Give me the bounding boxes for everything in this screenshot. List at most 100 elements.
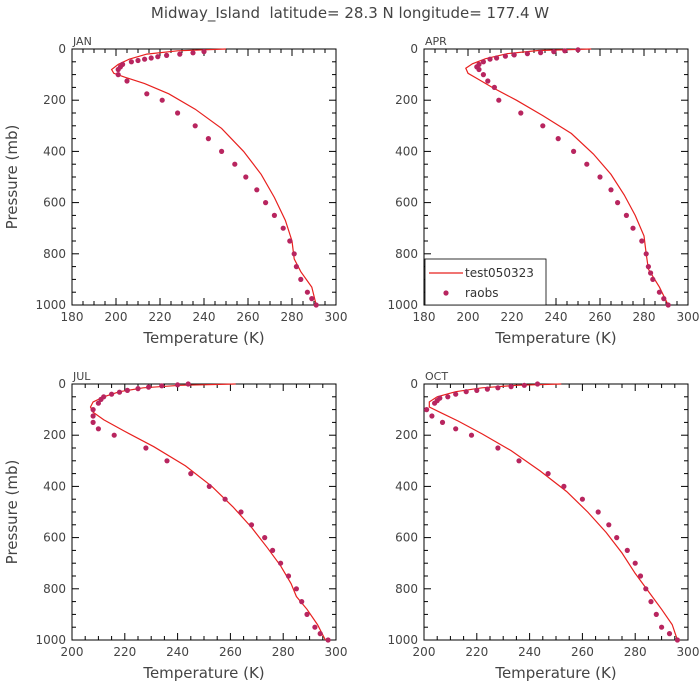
raobs-point — [232, 161, 238, 167]
legend-line-label: test050323 — [465, 266, 534, 280]
raobs-point — [144, 91, 150, 97]
x-tick-label: 240 — [166, 645, 189, 659]
y-axis-label: Pressure (mb) — [3, 460, 21, 565]
raobs-point — [518, 110, 524, 116]
raobs-point — [111, 432, 117, 438]
raobs-point — [648, 599, 654, 605]
raobs-point — [555, 136, 561, 142]
raobs-point — [480, 72, 486, 78]
model-profile-line — [89, 383, 326, 641]
raobs-point — [496, 97, 502, 103]
raobs-point — [653, 611, 659, 618]
model-profile-line — [465, 48, 669, 306]
x-tick-label: 280 — [272, 645, 295, 659]
x-tick-label: 240 — [518, 645, 541, 659]
raobs-point — [238, 509, 244, 515]
raobs-point — [463, 389, 469, 395]
y-tick-label: 0 — [410, 42, 418, 56]
raobs-point — [254, 187, 260, 193]
raobs-point — [287, 238, 293, 244]
raobs-point — [317, 631, 323, 637]
raobs-point — [175, 110, 181, 116]
y-tick-label: 0 — [58, 42, 66, 56]
y-tick-label: 200 — [43, 93, 66, 107]
raobs-point — [309, 296, 315, 302]
y-tick-label: 200 — [395, 428, 418, 442]
raobs-point — [201, 49, 207, 55]
raobs-point — [285, 573, 292, 579]
model-profile-line — [110, 48, 317, 306]
raobs-point — [263, 200, 269, 206]
raobs-point — [164, 52, 170, 59]
raobs-point — [538, 50, 544, 56]
x-tick-label: 180 — [413, 310, 436, 324]
raobs-point — [540, 123, 546, 129]
raobs-point — [468, 432, 475, 438]
x-tick-label: 260 — [237, 310, 260, 324]
raobs-point — [445, 394, 451, 400]
panel-label: APR — [425, 35, 447, 48]
raobs-point — [109, 391, 115, 397]
raobs-point — [135, 57, 141, 64]
raobs-point — [98, 396, 104, 402]
x-tick-label: 200 — [413, 645, 436, 659]
raobs-point — [271, 212, 277, 218]
y-tick-label: 400 — [395, 479, 418, 493]
raobs-point — [648, 270, 654, 276]
raobs-point — [484, 386, 490, 392]
raobs-point — [494, 55, 500, 61]
panel-label: JAN — [72, 35, 92, 48]
raobs-point — [188, 471, 194, 477]
raobs-point — [551, 49, 557, 55]
panel-apr: 180 200 220 240 260 280 300 0 200 400 600 800 1000 AP… — [387, 35, 699, 347]
raobs-point — [474, 387, 480, 393]
raobs-point — [630, 225, 636, 231]
x-tick-label: 200 — [105, 310, 128, 324]
x-tick-label: 220 — [113, 645, 136, 659]
raobs-point — [432, 400, 438, 406]
raobs-point — [661, 296, 667, 302]
raobs-point — [205, 136, 211, 142]
x-tick-label: 300 — [677, 645, 700, 659]
legend-box — [424, 258, 547, 306]
raobs-point — [299, 599, 305, 605]
raobs-point — [95, 400, 101, 406]
raobs-point — [293, 586, 299, 592]
x-tick-label: 280 — [281, 310, 304, 324]
raobs-point — [562, 48, 568, 54]
raobs-point — [248, 522, 255, 528]
raobs-point — [325, 637, 331, 643]
raobs-point — [659, 624, 665, 630]
x-axis-label: Temperature (K) — [494, 664, 616, 682]
raobs-point — [219, 148, 225, 154]
y-tick-label: 400 — [395, 144, 418, 158]
raobs-point — [480, 59, 486, 65]
x-tick-label: 220 — [465, 645, 488, 659]
raobs-point — [575, 47, 581, 53]
raobs-point — [192, 123, 198, 129]
raobs-point — [293, 264, 299, 270]
y-tick-label: 1000 — [387, 633, 418, 647]
y-tick-label: 800 — [43, 582, 66, 596]
y-tick-label: 200 — [395, 93, 418, 107]
raobs-point — [674, 637, 681, 643]
raobs-point — [90, 407, 96, 413]
raobs-point — [639, 238, 645, 244]
raobs-point — [439, 419, 446, 425]
raobs-point — [545, 471, 551, 477]
raobs-point — [115, 72, 121, 78]
raobs-point — [143, 445, 149, 451]
raobs-point — [632, 560, 638, 566]
raobs-point — [312, 624, 318, 630]
y-tick-label: 0 — [58, 377, 66, 391]
x-tick-label: 300 — [677, 310, 700, 324]
y-tick-label: 600 — [395, 531, 418, 545]
y-tick-label: 800 — [395, 582, 418, 596]
raobs-point — [155, 54, 161, 60]
y-tick-label: 800 — [43, 247, 66, 261]
raobs-point — [190, 50, 196, 56]
x-tick-label: 260 — [219, 645, 242, 659]
y-tick-label: 800 — [395, 247, 418, 261]
panel-jan: 180 200 220 240 260 280 300 0 200 400 600 800 1000 JA… — [3, 35, 347, 347]
